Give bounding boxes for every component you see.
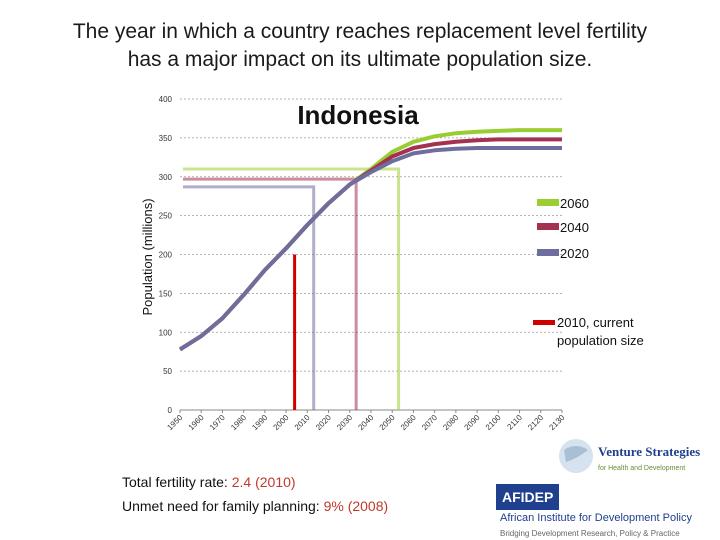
x-tick-label-2080: 2080 bbox=[441, 413, 460, 432]
y-tick-label-300: 300 bbox=[159, 173, 173, 182]
afidep-logo-name: African Institute for Development Policy bbox=[500, 512, 692, 524]
unmet-need-label: Unmet need for family planning: bbox=[122, 498, 320, 514]
venture-strategies-logo: Venture Strategies for Health and Develo… bbox=[559, 439, 700, 473]
x-tick-label-2090: 2090 bbox=[463, 413, 482, 432]
x-tick-label-2050: 2050 bbox=[378, 413, 397, 432]
y-tick-label-100: 100 bbox=[159, 328, 173, 337]
x-tick-label-2100: 2100 bbox=[484, 413, 503, 432]
x-tick-label-1950: 1950 bbox=[165, 413, 184, 432]
x-tick-label-2110: 2110 bbox=[505, 413, 524, 432]
x-tick-label-2030: 2030 bbox=[335, 413, 354, 432]
y-tick-label-150: 150 bbox=[159, 289, 173, 298]
replacement-guide-2020 bbox=[183, 185, 316, 410]
y-tick-label-200: 200 bbox=[159, 251, 173, 260]
x-tick-label-1960: 1960 bbox=[187, 413, 206, 432]
x-tick-label-2000: 2000 bbox=[272, 413, 291, 432]
chart-legend: 2060 2040 2020 2010, current population size bbox=[533, 196, 644, 348]
x-tick-label-2020: 2020 bbox=[314, 413, 333, 432]
y-tick-label-350: 350 bbox=[159, 134, 173, 143]
afidep-logo-tagline: Bridging Development Research, Policy & … bbox=[500, 529, 680, 538]
y-tick-label-250: 250 bbox=[159, 212, 173, 221]
slide-title: The year in which a country reaches repl… bbox=[30, 18, 690, 74]
x-tick-label-2120: 2120 bbox=[526, 413, 545, 432]
x-tick-label-1970: 1970 bbox=[208, 413, 227, 432]
tfr-year: (2010) bbox=[255, 474, 296, 490]
x-tick-label-2060: 2060 bbox=[399, 413, 418, 432]
legend-label-2040: 2040 bbox=[560, 220, 589, 235]
chart-axes bbox=[179, 409, 563, 413]
x-tick-labels: 1950 1960 1970 1980 1990 2000 2010 2020 2030 2040… bbox=[165, 413, 566, 432]
unmet-need-row: Unmet need for family planning: 9% (2008… bbox=[122, 494, 388, 518]
footer-stats: Total fertility rate: 2.4 (2010) Unmet n… bbox=[122, 470, 388, 518]
slide-title-line1: The year in which a country reaches repl… bbox=[72, 20, 648, 43]
tfr-row: Total fertility rate: 2.4 (2010) bbox=[122, 470, 388, 494]
x-tick-label-2070: 2070 bbox=[420, 413, 439, 432]
vs-logo-line1: Venture Strategies bbox=[598, 444, 700, 459]
y-tick-labels: 0 50 100 150 200 250 300 350 400 bbox=[159, 95, 173, 415]
legend-swatch-2040 bbox=[537, 223, 559, 230]
legend-swatch-current bbox=[533, 320, 555, 325]
x-tick-label-1980: 1980 bbox=[229, 413, 248, 432]
y-tick-label-50: 50 bbox=[163, 367, 172, 376]
legend-label-current-line2: population size bbox=[557, 333, 644, 348]
tfr-value: 2.4 bbox=[231, 474, 252, 490]
y-axis-label: Population (millions) bbox=[140, 198, 155, 315]
x-tick-label-2010: 2010 bbox=[293, 413, 312, 432]
vs-logo-line2: for Health and Development bbox=[598, 465, 685, 472]
replacement-guide-2040 bbox=[183, 177, 358, 410]
tfr-label: Total fertility rate: bbox=[122, 474, 228, 490]
unmet-need-value: 9% bbox=[323, 498, 344, 514]
legend-label-current-line1: 2010, current bbox=[557, 315, 634, 330]
unmet-need-year: (2008) bbox=[347, 498, 389, 514]
replacement-guide-2060 bbox=[183, 167, 401, 410]
y-tick-label-0: 0 bbox=[168, 406, 173, 415]
series-line-2020 bbox=[178, 146, 562, 352]
x-tick-label-2040: 2040 bbox=[356, 413, 375, 432]
x-tick-label-1990: 1990 bbox=[250, 413, 269, 432]
afidep-logo: AFIDEP African Institute for Development… bbox=[496, 484, 716, 538]
chart-title: Indonesia bbox=[297, 100, 419, 130]
y-tick-label-400: 400 bbox=[159, 95, 173, 104]
series-line-2060 bbox=[178, 128, 562, 352]
legend-label-2060: 2060 bbox=[560, 196, 589, 211]
afidep-logo-box: AFIDEP bbox=[496, 484, 560, 510]
legend-swatch-2060 bbox=[537, 199, 559, 206]
slide-title-line2: has a major impact on its ultimate popul… bbox=[127, 48, 593, 71]
series-lines bbox=[178, 128, 562, 410]
legend-label-2020: 2020 bbox=[560, 246, 589, 261]
legend-swatch-2020 bbox=[537, 249, 559, 256]
